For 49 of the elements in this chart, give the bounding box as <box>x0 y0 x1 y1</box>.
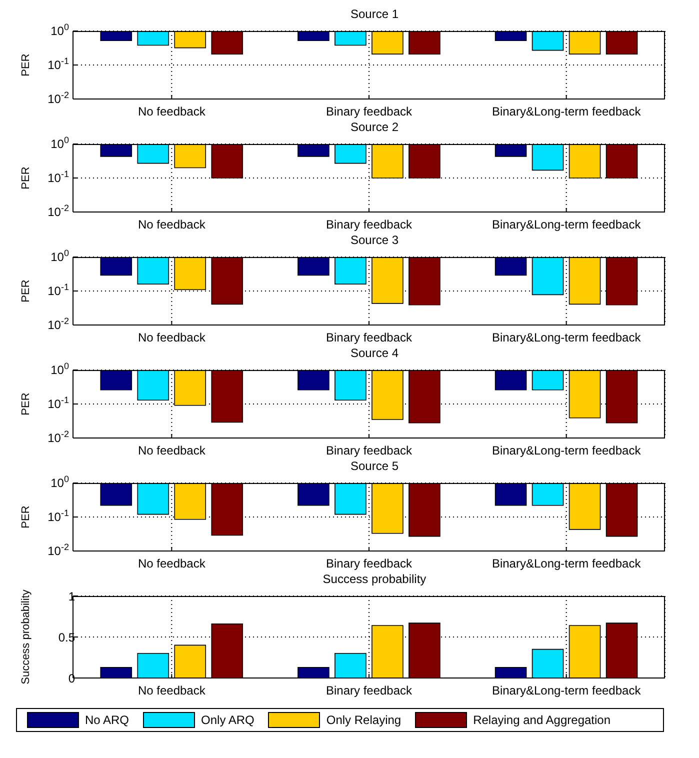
y-tick-label: 10$^{-2}$ <box>48 542 69 558</box>
x-tick-label: Binary feedback <box>326 218 414 232</box>
legend-label: Relaying and Aggregation <box>473 713 611 727</box>
y-tick-label: 10$^{-1}$ <box>48 56 69 72</box>
y-tick-label: 10$^{-1}$ <box>48 508 69 524</box>
chart-title: Source 2 <box>349 120 400 134</box>
legend-label: Only ARQ <box>201 713 254 727</box>
y-tick-label: 10$^{0}$ <box>50 248 69 264</box>
legend-label: Only Relaying <box>326 713 402 727</box>
x-tick-label: Binary feedback <box>326 104 414 119</box>
y-tick-label: 10$^{-1}$ <box>48 395 69 411</box>
x-tick-label: Binary&Long-term feedback <box>492 104 642 119</box>
y-axis-title: PER <box>20 54 32 76</box>
legend-label: No ARQ <box>85 713 130 727</box>
x-tick-label: No feedback <box>138 104 206 119</box>
x-tick-label: Binary&Long-term feedback <box>492 556 642 571</box>
x-tick-label: Binary feedback <box>326 556 414 571</box>
x-tick-label: No feedback <box>138 330 206 345</box>
x-tick-label: Binary&Long-term feedback <box>492 684 642 698</box>
x-tick-label: Binary feedback <box>326 684 414 698</box>
x-tick-label: Binary feedback <box>326 444 414 458</box>
y-axis-title: PER <box>20 506 32 528</box>
y-tick-label: 10$^{0}$ <box>50 474 69 490</box>
y-tick-label: 10$^{-2}$ <box>48 203 69 219</box>
y-axis-title: Success probability <box>20 589 32 684</box>
y-tick-label: 10$^{0}$ <box>50 135 69 151</box>
y-axis-title: PER <box>20 280 32 302</box>
chart-title: Source 5 <box>349 459 400 473</box>
chart-title: Source 3 <box>349 233 400 247</box>
y-tick-label: 10$^{0}$ <box>50 22 69 38</box>
y-axis-title: PER <box>20 392 32 416</box>
x-tick-label: No feedback <box>138 218 206 232</box>
x-tick-label: Binary&Long-term feedback <box>492 444 642 458</box>
y-tick-label: 10$^{-1}$ <box>48 169 69 185</box>
chart-title: Success probability <box>322 572 428 586</box>
y-tick-label: 10$^{-2}$ <box>48 316 69 332</box>
chart-title: Source 4 <box>349 346 400 360</box>
x-tick-label: No feedback <box>138 556 206 571</box>
y-tick-label: 10$^{-2}$ <box>48 429 69 445</box>
y-tick-label: 10$^{-1}$ <box>48 282 69 298</box>
x-tick-label: No feedback <box>138 684 206 698</box>
y-tick-label: 10$^{-2}$ <box>48 90 69 106</box>
x-tick-label: Binary&Long-term feedback <box>492 218 642 232</box>
chart-title: Source 1 <box>349 7 400 21</box>
x-tick-label: No feedback <box>138 444 206 458</box>
y-tick-label: 10$^{0}$ <box>50 361 69 377</box>
x-tick-label: Binary feedback <box>326 330 414 345</box>
x-tick-label: Binary&Long-term feedback <box>492 330 642 345</box>
y-axis-title: PER <box>20 166 32 190</box>
